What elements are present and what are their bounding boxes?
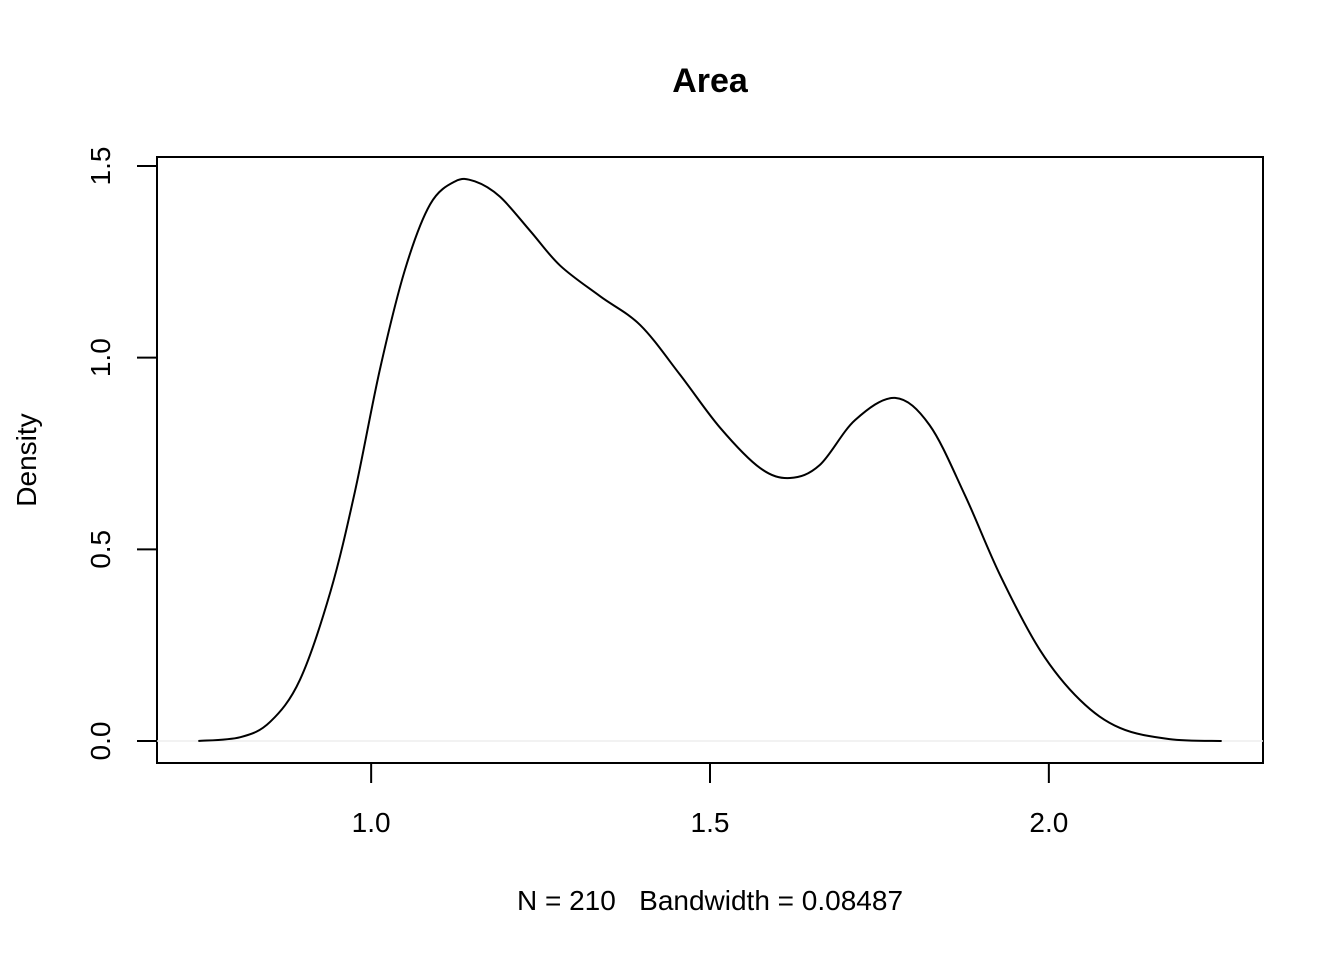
y-tick-label: 0.5 xyxy=(85,530,116,569)
x-axis-label: N = 210 Bandwidth = 0.08487 xyxy=(517,885,903,916)
y-tick-label: 1.0 xyxy=(85,338,116,377)
x-tick-label: 1.5 xyxy=(691,807,730,838)
y-tick-label: 1.5 xyxy=(85,147,116,186)
y-tick-label: 0.0 xyxy=(85,722,116,761)
y-axis-label: Density xyxy=(11,413,42,506)
x-tick-label: 2.0 xyxy=(1029,807,1068,838)
x-tick-label: 1.0 xyxy=(352,807,391,838)
chart-title: Area xyxy=(672,62,749,100)
plot-frame xyxy=(156,156,1264,764)
density-line xyxy=(198,177,1222,742)
